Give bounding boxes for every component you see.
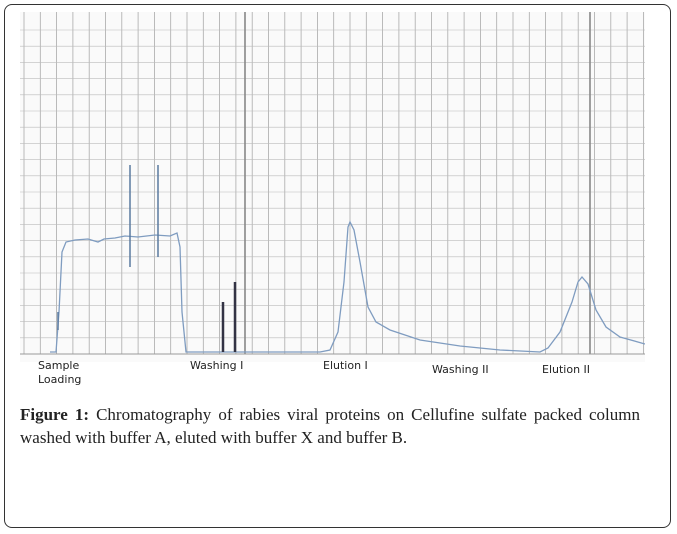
- panel-label: Elution II: [542, 363, 590, 377]
- panel-label: Washing I: [190, 359, 243, 373]
- chromatogram: [20, 12, 645, 362]
- caption-text: Chromatography of rabies viral proteins …: [20, 405, 640, 447]
- chart-paper: [20, 12, 645, 362]
- caption-label: Figure 1:: [20, 405, 89, 424]
- panel-label: Elution I: [323, 359, 368, 373]
- panel-label: Washing II: [432, 363, 489, 377]
- caption: Figure 1: Chromatography of rabies viral…: [20, 404, 640, 449]
- panel-label: Sample Loading: [38, 359, 93, 387]
